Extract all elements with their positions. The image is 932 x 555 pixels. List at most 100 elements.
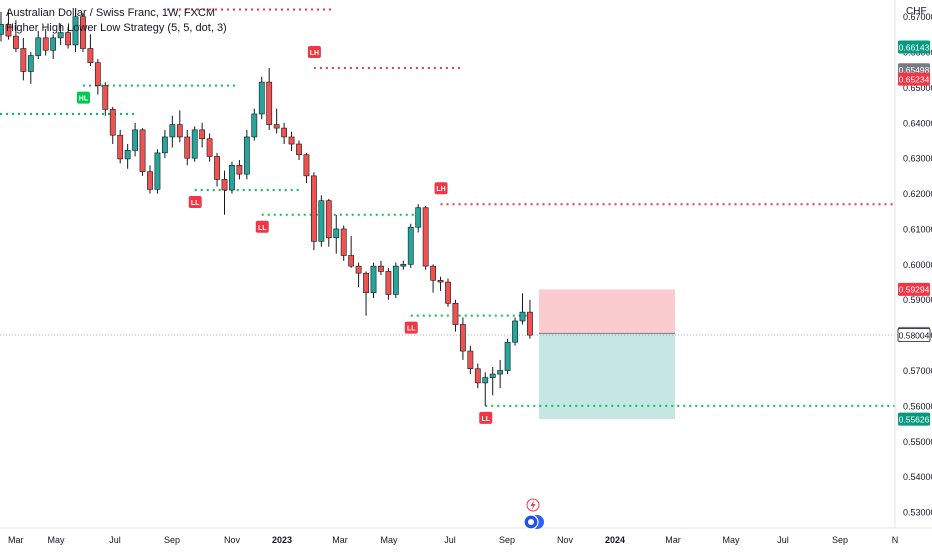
- candle-body: [236, 164, 243, 175]
- candle-body: [87, 48, 94, 63]
- x-tick-label: Mar: [332, 535, 348, 545]
- candle-body: [124, 150, 131, 160]
- candle-body: [258, 81, 265, 115]
- economic-events-icon[interactable]: [523, 514, 544, 530]
- candle-body: [117, 134, 124, 160]
- x-tick-label: Jul: [777, 535, 789, 545]
- candle-body: [527, 311, 533, 336]
- pivot-badge-text: LH: [310, 50, 319, 57]
- candle-body: [42, 37, 49, 51]
- candle-body: [512, 320, 518, 343]
- candle: [147, 165, 153, 194]
- x-tick-label: N: [892, 535, 899, 545]
- candle: [452, 299, 459, 332]
- candle: [512, 317, 518, 346]
- candle: [437, 276, 444, 291]
- candle: [221, 170, 228, 215]
- candle: [370, 262, 377, 298]
- event-markers[interactable]: [523, 498, 544, 530]
- long-short-position-zones[interactable]: [539, 289, 675, 420]
- price-label-text: 0.65234: [899, 74, 930, 84]
- candle-body: [370, 265, 377, 293]
- candle-body: [504, 341, 511, 371]
- stop-loss-zone[interactable]: [539, 289, 675, 334]
- candle: [482, 372, 489, 406]
- event-marker-dot: [528, 519, 534, 525]
- price-label-box: [898, 282, 930, 296]
- candle: [154, 149, 161, 194]
- candle: [273, 108, 280, 134]
- candle-body: [147, 171, 153, 190]
- time-axis[interactable]: Mar May Jul Sep Nov 2023 Mar May Jul Sep Nov 2024 Ma…: [0, 527, 932, 545]
- x-tick-label: Nov: [557, 535, 574, 545]
- candle-body: [266, 81, 273, 125]
- candle-body: [5, 24, 12, 37]
- candle: [385, 267, 392, 300]
- candle-body: [303, 154, 310, 177]
- candle: [527, 299, 533, 339]
- price-label-box: [897, 328, 931, 342]
- flash-event-icon[interactable]: [526, 498, 540, 512]
- x-tick-label: Jul: [109, 535, 121, 545]
- price-label[interactable]: 0.65234: [898, 72, 930, 86]
- price-label[interactable]: 0.58004: [897, 328, 931, 342]
- candle: [94, 59, 101, 95]
- symbol-title[interactable]: Australian Dollar / Swiss Franc, 1W, FXC…: [6, 7, 216, 19]
- pivot-label-lh: LH: [434, 182, 448, 195]
- candle: [162, 129, 168, 159]
- candle-body: [407, 226, 414, 265]
- candle-body: [206, 138, 213, 157]
- price-label-text: 0.65498: [899, 65, 930, 75]
- candle: [310, 172, 317, 251]
- candle: [348, 236, 355, 268]
- candle: [392, 262, 399, 298]
- take-profit-zone[interactable]: [539, 333, 675, 420]
- x-tick-label: May: [380, 535, 398, 545]
- x-tick-label: Mar: [665, 535, 681, 545]
- price-label[interactable]: 0.55626: [898, 412, 930, 426]
- candle: [72, 9, 79, 53]
- candle-body: [221, 179, 228, 191]
- candle-body: [459, 324, 466, 352]
- indicator-title[interactable]: Higher High Lower Low Strategy (5, 5, do…: [6, 22, 227, 34]
- pivot-badge-text: LL: [258, 225, 267, 232]
- candle: [445, 278, 451, 307]
- candle: [459, 317, 466, 360]
- candle: [57, 23, 64, 45]
- price-label[interactable]: 0.66143: [898, 40, 930, 54]
- candle: [117, 129, 124, 164]
- candle-body: [474, 368, 481, 384]
- candle: [251, 108, 258, 141]
- candle: [42, 29, 49, 56]
- candle: [489, 366, 496, 396]
- candle: [333, 214, 340, 254]
- candle-body: [288, 136, 295, 145]
- candle-body: [57, 32, 64, 39]
- candle-body: [0, 24, 4, 35]
- pivot-badge-text: LL: [407, 326, 416, 333]
- candle: [422, 205, 429, 270]
- candle: [87, 34, 94, 67]
- candle: [474, 363, 481, 389]
- candle: [5, 9, 12, 40]
- price-axis[interactable]: CHF0.670000.660000.650000.640000.630000.…: [894, 0, 932, 550]
- candle: [109, 106, 116, 145]
- candle-body: [325, 200, 332, 239]
- candle: [318, 195, 325, 247]
- candle: [214, 152, 220, 187]
- candle: [281, 122, 287, 145]
- legend: Australian Dollar / Swiss Franc, 1W, FXC…: [6, 6, 227, 36]
- candle-body: [94, 62, 101, 86]
- candle-body: [355, 265, 362, 274]
- candle: [407, 223, 414, 268]
- candle: [35, 30, 42, 60]
- price-label-box: [898, 40, 930, 54]
- price-label[interactable]: 0.59294: [898, 282, 930, 296]
